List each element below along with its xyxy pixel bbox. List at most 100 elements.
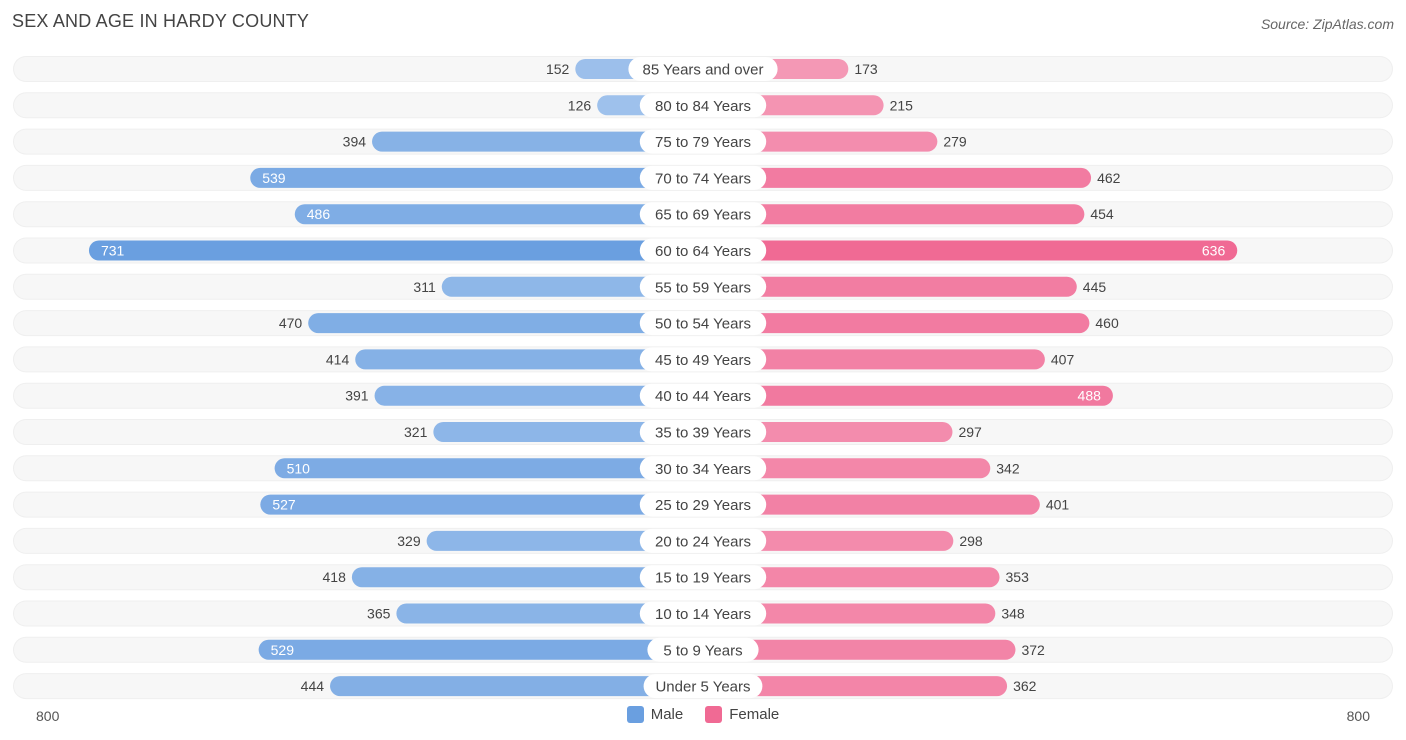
- bar-male: [88, 240, 703, 261]
- category-label: 45 to 49 Years: [655, 352, 751, 369]
- value-label-male: 539: [262, 170, 286, 186]
- value-label-male: 731: [101, 243, 125, 259]
- bar-female: [703, 349, 1045, 370]
- category-pill: [639, 420, 767, 444]
- value-label-male: 329: [397, 533, 421, 549]
- category-pill: [639, 129, 767, 154]
- value-label-female: 401: [1046, 497, 1070, 513]
- value-label-female: 279: [943, 134, 967, 150]
- category-pill: [639, 456, 767, 481]
- value-label-female: 460: [1095, 315, 1119, 331]
- value-label-female: 407: [1051, 351, 1075, 367]
- axis-left-label: 800: [36, 708, 60, 724]
- bar-male: [396, 603, 703, 624]
- legend-female: Female: [705, 706, 779, 723]
- value-label-female: 636: [1202, 243, 1226, 259]
- bar-female: [703, 204, 1085, 225]
- value-label-female: 445: [1083, 279, 1107, 295]
- value-label-female: 488: [1078, 388, 1102, 404]
- value-label-female: 297: [958, 424, 982, 440]
- category-pill: [639, 528, 767, 553]
- legend-male-label: Male: [650, 706, 684, 723]
- category-pill: [639, 492, 767, 517]
- category-pill: [639, 347, 767, 372]
- bar-male: [330, 676, 703, 697]
- value-label-female: 353: [1006, 569, 1030, 585]
- value-label-female: 372: [1021, 642, 1045, 658]
- bar-male: [433, 422, 703, 442]
- bar-male: [294, 204, 703, 225]
- bar-female: [703, 422, 953, 442]
- bar-male: [351, 567, 703, 588]
- category-label: 5 to 9 Years: [663, 642, 742, 659]
- value-label-male: 126: [568, 97, 592, 113]
- value-label-male: 152: [546, 61, 570, 77]
- category-label: 85 Years and over: [643, 62, 764, 79]
- source-label: Source: ZipAtlas.com: [1260, 16, 1394, 32]
- category-pill: [639, 93, 767, 118]
- bar-female: [703, 494, 1040, 515]
- category-pill: [639, 274, 767, 299]
- value-label-female: 215: [890, 97, 914, 113]
- category-pill: [639, 165, 767, 190]
- bar-female: [703, 313, 1090, 334]
- value-label-male: 486: [307, 206, 331, 222]
- bar-male: [250, 167, 704, 188]
- category-label: 60 to 64 Years: [655, 243, 751, 260]
- category-pill: [639, 311, 767, 336]
- value-label-female: 173: [854, 61, 878, 77]
- value-label-male: 529: [271, 642, 295, 658]
- value-label-female: 298: [959, 533, 983, 549]
- category-pill: [639, 565, 767, 590]
- bar-female: [703, 676, 1008, 697]
- value-label-male: 527: [272, 497, 296, 513]
- category-label: Under 5 Years: [655, 679, 750, 696]
- bar-male: [372, 131, 703, 152]
- category-pill: [628, 57, 778, 81]
- bar-female: [703, 276, 1077, 297]
- legend-female-swatch: [705, 706, 723, 723]
- category-label: 25 to 29 Years: [655, 497, 751, 514]
- bar-female: [703, 639, 1016, 660]
- bar-female: [703, 240, 1238, 261]
- value-label-female: 362: [1013, 678, 1037, 694]
- value-label-male: 414: [326, 351, 350, 367]
- category-label: 15 to 19 Years: [655, 570, 751, 587]
- bar-male: [274, 458, 703, 479]
- legend-female-label: Female: [729, 706, 780, 723]
- bar-male: [426, 530, 703, 551]
- bar-female: [703, 603, 996, 624]
- bar-female: [703, 458, 991, 479]
- value-label-male: 510: [287, 460, 311, 476]
- category-pill: [639, 238, 767, 263]
- population-pyramid-chart: 152 173 85 Years and over 126 215 80 to 84 Ye…: [13, 56, 1393, 700]
- value-label-male: 444: [301, 678, 325, 694]
- value-label-female: 462: [1097, 170, 1121, 186]
- value-label-female: 342: [996, 460, 1020, 476]
- value-label-male: 311: [413, 279, 436, 295]
- category-label: 10 to 14 Years: [655, 606, 751, 623]
- bar-male: [258, 639, 703, 660]
- category-pill: [643, 674, 763, 699]
- value-label-male: 391: [345, 388, 369, 404]
- chart-title: SEX AND AGE IN HARDY COUNTY: [12, 11, 310, 31]
- legend-male-swatch: [626, 706, 644, 723]
- value-label-male: 365: [367, 606, 391, 622]
- value-label-male: 321: [404, 424, 428, 440]
- category-label: 55 to 59 Years: [655, 279, 751, 296]
- bar-male: [374, 385, 703, 406]
- value-label-male: 470: [279, 315, 303, 331]
- value-label-male: 418: [323, 569, 347, 585]
- value-label-female: 454: [1090, 206, 1114, 222]
- bar-male: [355, 349, 703, 370]
- bar-female: [703, 567, 1000, 588]
- bar-female: [703, 530, 954, 551]
- category-label: 40 to 44 Years: [655, 388, 751, 405]
- value-label-female: 348: [1001, 606, 1025, 622]
- category-label: 80 to 84 Years: [655, 98, 751, 115]
- legend-male: Male: [626, 706, 684, 723]
- axis-right-label: 800: [1346, 708, 1370, 724]
- value-label-male: 394: [343, 134, 367, 150]
- category-label: 20 to 24 Years: [655, 533, 751, 550]
- bar-male: [260, 494, 703, 515]
